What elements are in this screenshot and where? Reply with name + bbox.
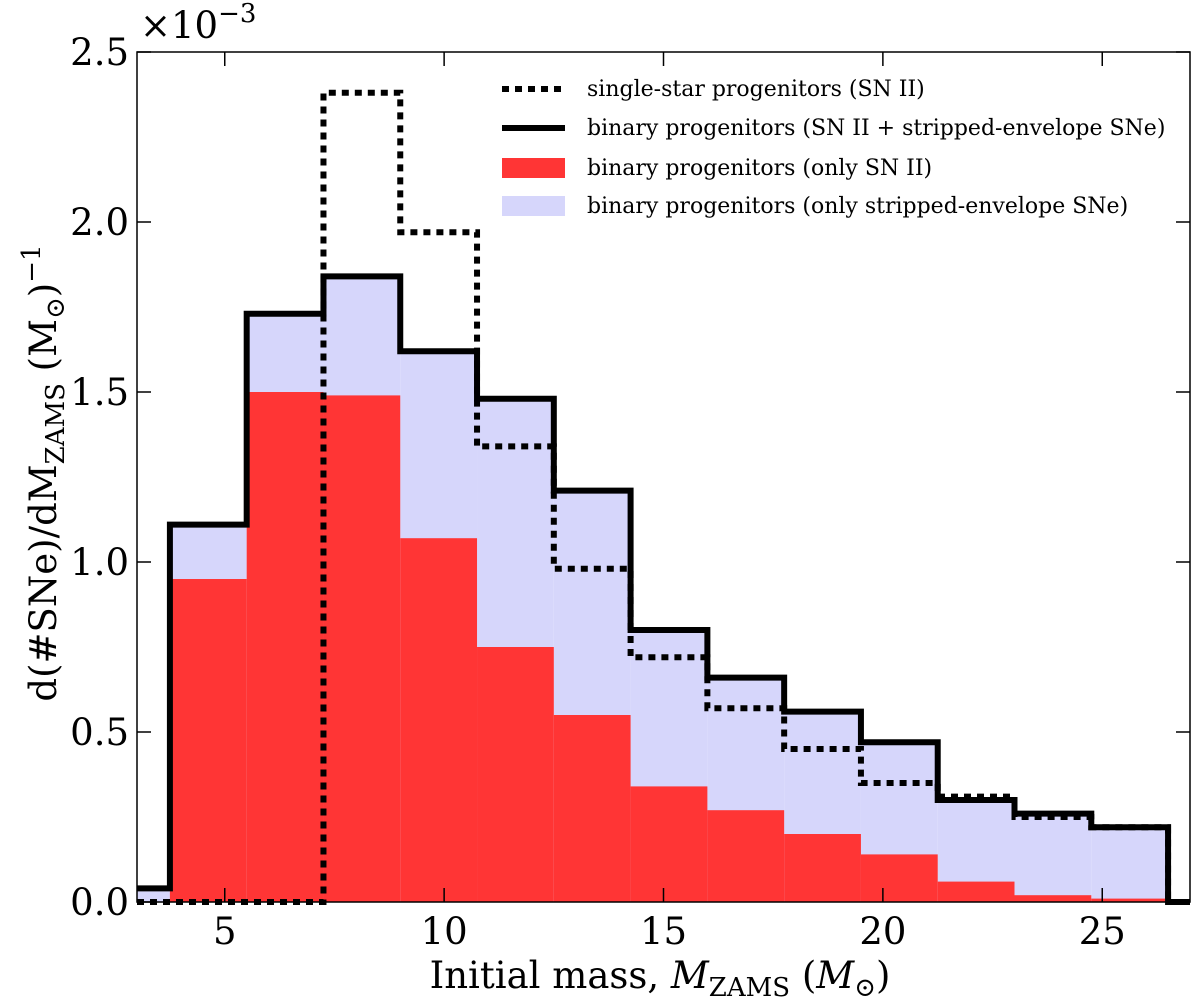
bar-only-sn2-4 — [400, 538, 478, 902]
x-tick-label: 20 — [859, 910, 906, 953]
axis-ticks — [137, 51, 1190, 903]
bar-only-sn2-2 — [246, 392, 324, 902]
y-axis-multiplier: ×10−3 — [140, 0, 256, 47]
plot-fills — [137, 276, 1169, 902]
bar-only-sn2-11 — [937, 881, 1015, 902]
bar-only-stripped-0 — [137, 888, 170, 902]
legend-label-only-stripped: binary progenitors (only stripped-envelo… — [587, 194, 1128, 219]
bar-only-sn2-12 — [1014, 895, 1092, 902]
x-tick-label: 15 — [640, 910, 687, 953]
bar-only-sn2-8 — [707, 810, 785, 902]
series-line-single-star — [137, 89, 1190, 905]
bar-only-sn2-5 — [477, 647, 554, 902]
series-line-binary-total — [137, 273, 1190, 905]
bar-only-sn2-13 — [1091, 898, 1169, 902]
x-tick-label: 25 — [1079, 910, 1126, 953]
plot-lines — [137, 89, 1190, 905]
bar-only-stripped-12 — [1014, 813, 1092, 902]
tick-labels: 5 10 15 20 25 0.0 0.5 1.0 1.5 2.0 2.5 — [70, 31, 1126, 953]
bar-only-sn2-6 — [553, 715, 631, 902]
y-axis-multiplier-exp: −3 — [218, 0, 256, 29]
bar-only-sn2-1 — [169, 579, 247, 902]
legend-label-only-sn2: binary progenitors (only SN II) — [587, 156, 932, 181]
bar-only-sn2-10 — [860, 854, 938, 902]
legend: single-star progenitors (SN II) binary p… — [502, 77, 1165, 219]
legend-swatch-only-sn2 — [502, 158, 565, 178]
legend-label-binary-total: binary progenitors (SN II + stripped-env… — [587, 116, 1165, 141]
y-axis-label: d(#SNe)/dMZAMS (M⊙)−1 — [17, 244, 71, 701]
y-tick-label: 1.0 — [70, 541, 129, 584]
bar-only-sn2-3 — [323, 395, 401, 902]
x-axis-label: Initial mass, MZAMS (M⊙) — [430, 954, 891, 1003]
y-tick-label: 2.0 — [70, 201, 129, 244]
bar-only-sn2-9 — [784, 834, 861, 902]
legend-label-single-star: single-star progenitors (SN II) — [587, 77, 925, 102]
x-tick-label: 10 — [421, 910, 468, 953]
y-tick-label: 1.5 — [70, 371, 129, 414]
bar-only-sn2-7 — [630, 786, 708, 902]
x-tick-label: 5 — [213, 910, 237, 953]
y-tick-label: 2.5 — [70, 31, 129, 74]
bar-only-stripped-13 — [1091, 827, 1169, 902]
legend-swatch-only-stripped — [502, 196, 565, 216]
y-tick-label: 0.0 — [70, 881, 129, 924]
y-tick-label: 0.5 — [70, 711, 129, 754]
